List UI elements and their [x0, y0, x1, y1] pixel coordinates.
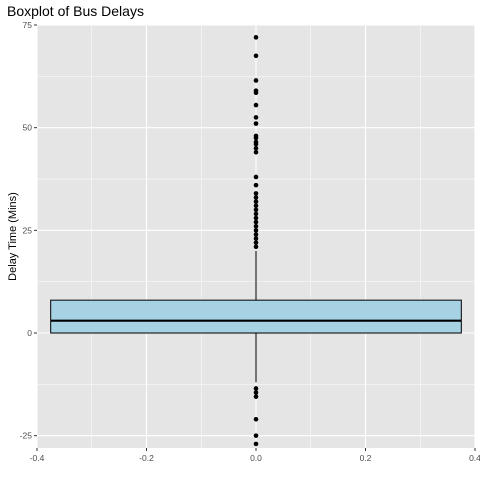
outlier-point — [253, 416, 259, 422]
outlier-point — [253, 232, 259, 237]
x-tick-label: -0.4 — [30, 453, 45, 463]
outlier-point — [253, 223, 259, 229]
outlier-point — [253, 102, 259, 108]
outlier-point — [253, 141, 259, 147]
outlier-points — [253, 35, 259, 447]
outlier-point — [253, 90, 259, 96]
x-tick-label: -0.2 — [139, 453, 154, 463]
x-tick-label: 0.4 — [469, 453, 480, 463]
outlier-point — [253, 53, 259, 59]
x-tick-label: 0.0 — [250, 453, 262, 463]
y-tick-label: 25 — [23, 225, 33, 235]
outlier-point — [253, 236, 259, 241]
outlier-point — [253, 121, 259, 126]
outlier-point — [253, 174, 259, 180]
outlier-point — [253, 115, 259, 120]
outlier-point — [253, 135, 259, 141]
outlier-point — [253, 78, 259, 83]
outlier-point — [253, 191, 259, 196]
y-tick-label: 75 — [23, 20, 33, 30]
outlier-point — [253, 215, 259, 221]
x-axis: -0.4 -0.2 0.0 0.2 0.4 — [30, 448, 480, 463]
outlier-point — [253, 219, 259, 225]
outlier-point — [253, 150, 259, 155]
outlier-point — [253, 433, 259, 438]
outlier-point — [253, 228, 259, 233]
outlier-point — [253, 199, 259, 204]
y-tick-label: 50 — [23, 123, 33, 133]
outlier-point — [253, 182, 259, 188]
y-tick-label: 0 — [27, 328, 32, 338]
outlier-point — [253, 203, 259, 208]
y-axis-title: Delay Time (Mins) — [7, 192, 19, 281]
outlier-point — [253, 390, 259, 395]
y-axis: -25 0 25 50 75 — [20, 20, 37, 441]
outlier-point — [253, 441, 259, 447]
outlier-point — [253, 211, 259, 217]
chart-title: Boxplot of Bus Delays — [7, 3, 144, 19]
x-tick-label: 0.2 — [360, 453, 372, 463]
box-group — [50, 250, 462, 383]
outlier-point — [253, 195, 259, 200]
outlier-point — [253, 145, 259, 151]
outlier-point — [253, 35, 259, 40]
outlier-point — [253, 207, 259, 213]
outlier-point — [253, 394, 259, 399]
box-iqr — [50, 299, 462, 334]
outlier-point — [253, 244, 259, 250]
y-tick-label: -25 — [20, 431, 33, 441]
outlier-point — [253, 240, 259, 245]
outlier-point — [253, 386, 259, 391]
